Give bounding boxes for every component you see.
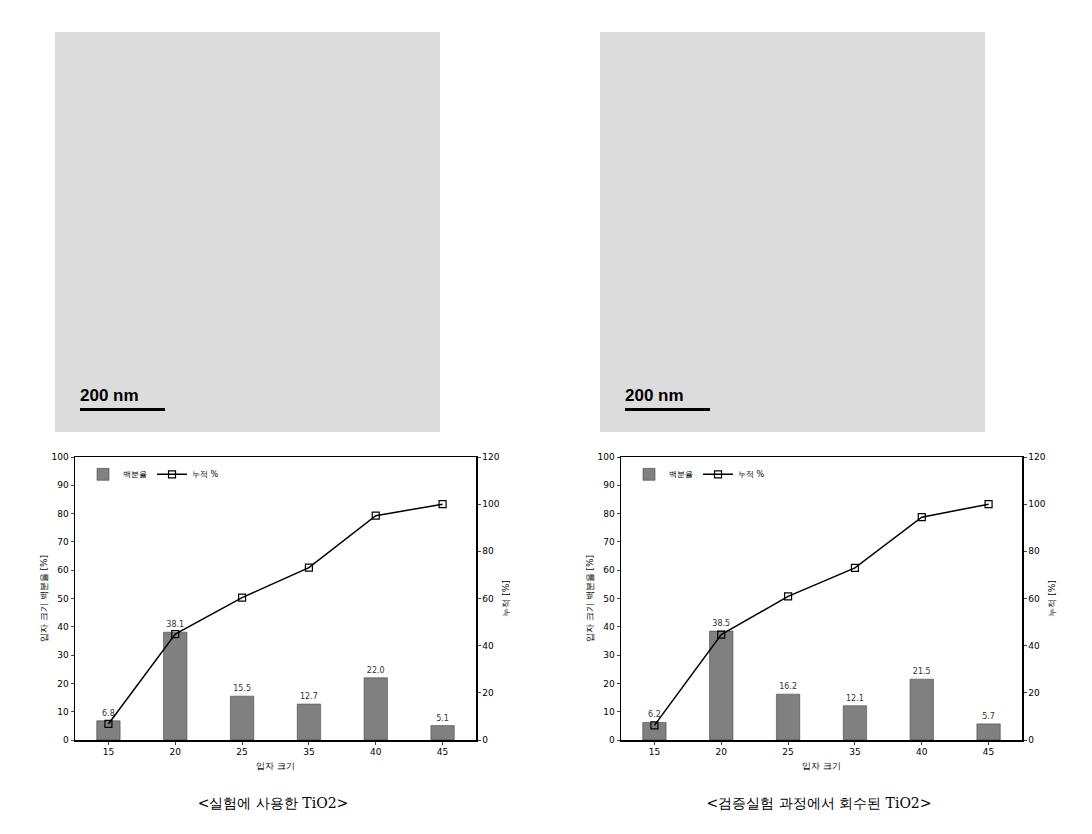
svg-text:0: 0 — [482, 735, 488, 745]
svg-text:21.5: 21.5 — [913, 667, 931, 676]
svg-text:100: 100 — [482, 499, 499, 509]
svg-text:입자 크기: 입자 크기 — [256, 761, 295, 771]
svg-text:60: 60 — [603, 565, 615, 575]
svg-text:15: 15 — [649, 747, 660, 757]
svg-text:10: 10 — [57, 707, 69, 717]
html-text:200 nm: 200 nm — [625, 386, 684, 405]
svg-text:50: 50 — [57, 594, 69, 604]
svg-text:30: 30 — [603, 650, 615, 660]
html-text:<검증실험 과정에서 회수된 TiO2>: <검증실험 과정에서 회수된 TiO2> — [706, 795, 932, 811]
svg-text:15.5: 15.5 — [233, 684, 251, 693]
svg-text:6.8: 6.8 — [102, 709, 115, 718]
svg-text:40: 40 — [603, 622, 615, 632]
svg-text:20: 20 — [482, 688, 494, 698]
svg-text:60: 60 — [482, 594, 494, 604]
svg-text:60: 60 — [57, 565, 69, 575]
svg-text:120: 120 — [482, 452, 499, 462]
svg-text:80: 80 — [603, 509, 615, 519]
svg-text:20: 20 — [57, 679, 69, 689]
svg-text:0: 0 — [609, 735, 615, 745]
svg-text:입자 크기 백분율 [%]: 입자 크기 백분율 [%] — [585, 555, 595, 642]
html-text:<실험에 사용한 TiO2>: <실험에 사용한 TiO2> — [197, 795, 349, 811]
svg-text:입자 크기 백분율 [%]: 입자 크기 백분율 [%] — [39, 555, 49, 642]
svg-text:30: 30 — [57, 650, 69, 660]
svg-text:120: 120 — [1028, 452, 1045, 462]
svg-text:25: 25 — [782, 747, 793, 757]
svg-text:38.5: 38.5 — [712, 619, 730, 628]
svg-text:35: 35 — [849, 747, 860, 757]
svg-text:누적 %: 누적 % — [738, 470, 765, 479]
svg-text:80: 80 — [482, 546, 494, 556]
svg-text:45: 45 — [983, 747, 994, 757]
svg-text:40: 40 — [57, 622, 69, 632]
svg-text:40: 40 — [916, 747, 928, 757]
svg-text:22.0: 22.0 — [367, 666, 385, 675]
svg-text:90: 90 — [603, 480, 615, 490]
svg-text:0: 0 — [63, 735, 69, 745]
svg-text:입자 크기: 입자 크기 — [802, 761, 841, 771]
svg-text:10: 10 — [603, 707, 615, 717]
svg-text:20: 20 — [716, 747, 728, 757]
svg-text:100: 100 — [598, 452, 615, 462]
svg-text:70: 70 — [57, 537, 69, 547]
svg-text:백분율: 백분율 — [669, 470, 693, 479]
svg-text:35: 35 — [303, 747, 314, 757]
svg-text:16.2: 16.2 — [779, 682, 797, 691]
svg-text:20: 20 — [603, 679, 615, 689]
svg-text:5.1: 5.1 — [436, 714, 449, 723]
svg-text:6.2: 6.2 — [648, 710, 661, 719]
svg-text:40: 40 — [482, 641, 494, 651]
svg-text:누적 %: 누적 % — [192, 470, 219, 479]
svg-text:누적 [%]: 누적 [%] — [501, 580, 511, 616]
svg-text:25: 25 — [236, 747, 247, 757]
svg-text:45: 45 — [437, 747, 448, 757]
svg-text:38.1: 38.1 — [166, 620, 184, 629]
svg-text:70: 70 — [603, 537, 615, 547]
svg-text:50: 50 — [603, 594, 615, 604]
svg-text:누적 [%]: 누적 [%] — [1047, 580, 1057, 616]
svg-text:60: 60 — [1028, 594, 1040, 604]
svg-text:0: 0 — [1028, 735, 1034, 745]
svg-text:80: 80 — [1028, 546, 1040, 556]
svg-text:20: 20 — [170, 747, 182, 757]
svg-text:백분율: 백분율 — [123, 470, 147, 479]
svg-text:20: 20 — [1028, 688, 1040, 698]
svg-text:15: 15 — [103, 747, 114, 757]
svg-text:12.7: 12.7 — [300, 692, 318, 701]
svg-text:80: 80 — [57, 509, 69, 519]
svg-text:100: 100 — [52, 452, 69, 462]
svg-text:40: 40 — [1028, 641, 1040, 651]
svg-text:40: 40 — [370, 747, 382, 757]
svg-text:5.7: 5.7 — [982, 712, 995, 721]
svg-text:90: 90 — [57, 480, 69, 490]
html-text:200 nm: 200 nm — [80, 386, 139, 405]
svg-text:12.1: 12.1 — [846, 694, 864, 703]
svg-text:100: 100 — [1028, 499, 1045, 509]
